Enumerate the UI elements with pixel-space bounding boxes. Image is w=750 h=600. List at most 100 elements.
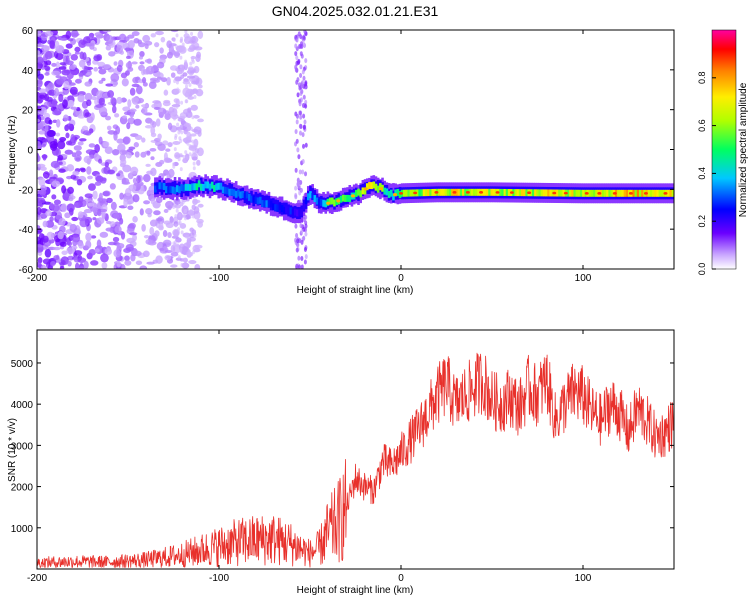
signal-cell [411, 189, 415, 197]
noise-blob [189, 174, 193, 179]
noise-blob [166, 40, 173, 49]
noise-blob [173, 240, 177, 245]
signal-cell [472, 188, 476, 196]
noise-blob [139, 61, 145, 65]
noise-blob [102, 191, 110, 197]
noise-blob [51, 98, 58, 108]
noise-blob [145, 66, 150, 75]
noise-blob [144, 43, 149, 50]
noise-blob [42, 154, 47, 161]
signal-cell [219, 182, 223, 190]
noise-blob [197, 221, 204, 228]
noise-blob [68, 99, 75, 107]
signal-cell [619, 189, 622, 197]
noise-blob [191, 139, 195, 144]
noise-blob [101, 77, 106, 82]
noise-blob [114, 113, 120, 118]
noise-blob [172, 162, 176, 167]
noise-blob [38, 88, 47, 94]
noise-blob [129, 232, 138, 236]
signal-cell [199, 183, 203, 191]
noise-blob [177, 255, 181, 260]
noise-blob [63, 80, 70, 90]
noise-blob [37, 78, 43, 88]
noise-blob [183, 122, 191, 127]
noise-blob [121, 78, 129, 87]
noise-blob [127, 66, 134, 72]
signal-cell [365, 183, 369, 191]
noise-blob [37, 56, 44, 64]
noise-blob [162, 101, 171, 107]
noise-blob [142, 34, 151, 43]
signal-cell [516, 189, 520, 197]
noise-blob [57, 140, 66, 150]
noise-blob [71, 216, 79, 222]
signal-cell [462, 188, 465, 196]
signal-cell [562, 189, 566, 197]
spectrogram-y-label: Frequency (Hz) [7, 116, 18, 185]
signal-peak [552, 191, 557, 195]
noise-blob [197, 30, 204, 39]
signal-cell [641, 189, 644, 197]
noise-blob [188, 144, 192, 149]
noise-blob [65, 30, 72, 39]
y-tick-label: -20 [19, 185, 34, 196]
signal-cell [315, 197, 319, 205]
noise-blob [69, 64, 76, 70]
signal-cell [486, 188, 489, 196]
noise-blob [184, 59, 188, 64]
signal-cell [459, 188, 463, 196]
signal-cell [595, 189, 598, 197]
noise-blob [79, 51, 85, 60]
noise-blob [37, 197, 46, 204]
signal-cell [245, 191, 249, 199]
noise-blob [294, 185, 298, 191]
noise-blob [302, 94, 306, 100]
noise-blob [301, 35, 305, 41]
noise-blob [106, 197, 113, 204]
signal-cell [241, 190, 245, 198]
signal-cell [518, 189, 522, 197]
signal-cell [239, 191, 242, 199]
noise-blob [294, 223, 298, 229]
y-tick-label: -60 [19, 265, 34, 276]
colorbar-tick-label: 0.0 [697, 263, 707, 276]
signal-peak [326, 201, 331, 205]
noise-blob [146, 261, 155, 265]
noise-blob [44, 50, 53, 60]
signal-cell [503, 188, 507, 196]
noise-blob [73, 145, 82, 151]
signal-cell [457, 188, 461, 196]
signal-cell [248, 193, 251, 201]
noise-blob [175, 80, 179, 85]
noise-blob [299, 110, 303, 116]
noise-blob [193, 233, 197, 238]
signal-cell [451, 188, 454, 196]
x-tick-label: 100 [575, 573, 592, 584]
signal-cell [320, 199, 323, 207]
signal-cell [383, 187, 387, 195]
noise-blob [54, 40, 60, 50]
noise-blob [161, 77, 168, 83]
noise-blob [37, 236, 42, 245]
colorbar-tick-label: 0.2 [697, 215, 707, 228]
noise-blob [110, 201, 117, 211]
noise-blob [170, 30, 179, 33]
signal-cell [590, 189, 594, 197]
signal-cell [173, 187, 177, 195]
noise-blob [85, 232, 92, 242]
noise-blob [42, 220, 48, 228]
noise-blob [299, 41, 303, 47]
noise-blob [190, 104, 198, 111]
signal-cell [226, 187, 229, 195]
noise-blob [182, 154, 186, 159]
noise-blob [84, 81, 92, 87]
noise-blob [128, 146, 136, 150]
noise-blob [186, 141, 190, 146]
noise-blob [294, 51, 298, 57]
noise-blob [189, 227, 194, 233]
noise-blob [297, 58, 301, 64]
noise-blob [182, 48, 186, 53]
signal-cell [348, 195, 352, 203]
noise-blob [124, 255, 130, 262]
